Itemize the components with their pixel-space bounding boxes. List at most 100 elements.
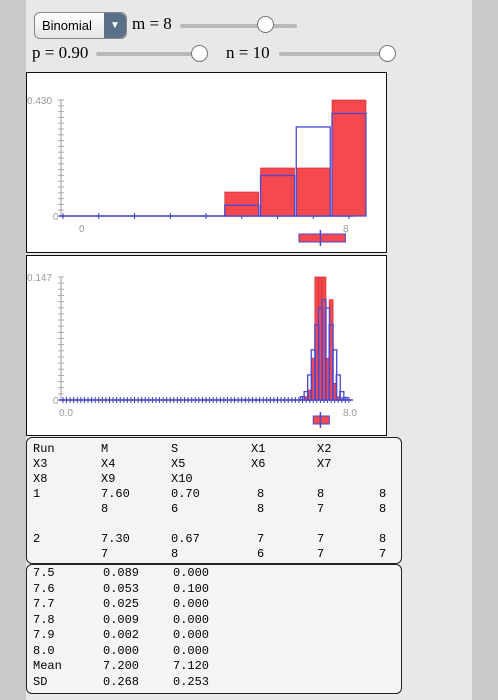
p-slider-knob[interactable] [191, 45, 208, 62]
runs-table[interactable]: Run M S X1 X2 X3 X4 X5 X6 X7 X8 X9 X10 1 7.60 0.70 8 8 8 8 6… [26, 437, 402, 564]
outline-bar [331, 112, 367, 217]
runs-header-cell: X9 [101, 472, 116, 486]
runs-cell: 2 [33, 532, 41, 546]
runs-cell: 7 [101, 547, 109, 561]
runs-cell: 6 [171, 502, 179, 516]
runs-cell: 7.60 [101, 487, 130, 501]
y-tick-label-zero: 0 [53, 396, 59, 407]
runs-header-cell: S [171, 442, 179, 456]
x-tick-label-min: 0 [79, 224, 85, 235]
m-slider-track[interactable] [180, 24, 297, 28]
dist-cell: 0.000 [173, 628, 210, 642]
runs-cell: 8 [257, 562, 264, 563]
runs-cell: 0.88 [171, 562, 200, 563]
n-slider-track[interactable] [279, 52, 393, 56]
x-tick-label-min: 0.0 [59, 408, 73, 419]
dist-row-label: Mean [33, 659, 62, 673]
runs-cell: 8 [379, 487, 387, 501]
runs-cell: 7 [379, 547, 387, 561]
dist-cell: 0.000 [103, 643, 140, 658]
runs-cell: 8 [101, 502, 109, 516]
p-label: p = 0.90 [32, 43, 89, 62]
p-slider-track[interactable] [96, 52, 208, 56]
bar [295, 167, 331, 217]
runs-header-cell: X4 [101, 457, 116, 471]
dist-row-label: 7.5 [33, 566, 55, 580]
runs-header-cell: X10 [171, 472, 193, 486]
dist-row-label: 7.7 [33, 597, 55, 611]
dist-cell: 0.009 [103, 612, 140, 627]
outline-bar [224, 204, 260, 217]
dist-cell: 0.000 [173, 612, 210, 627]
runs-cell: 8 [317, 487, 325, 501]
distribution-select[interactable]: Binomial ▼ [34, 12, 127, 39]
dist-cell: 0.002 [103, 628, 140, 642]
dist-row-label: 7.9 [33, 628, 55, 642]
runs-cell: 0.70 [171, 487, 200, 501]
m-slider-knob[interactable] [257, 16, 274, 33]
sampling-chart-svg: 0.147 00.0 8.0 [27, 273, 357, 428]
chevron-down-icon[interactable]: ▼ [104, 13, 126, 38]
runs-cell: 7 [317, 547, 325, 561]
dist-row-label: SD [33, 674, 48, 689]
runs-cell: 8 [257, 502, 265, 516]
dist-cell: 0.025 [103, 597, 140, 611]
n-slider-knob[interactable] [379, 45, 396, 62]
dist-cell: 7.200 [103, 659, 140, 673]
x-tick-label-max: 8.0 [343, 408, 357, 419]
dist-cell: 0.000 [173, 643, 210, 658]
runs-cell: 3 [33, 562, 40, 563]
sampling-distribution-chart: 0.147 0 0.0 8.0 [26, 255, 387, 436]
population-chart-svg: 0.430 0 0 8 [27, 96, 367, 246]
outline-bar [342, 396, 349, 401]
distribution-select-label: Binomial [42, 18, 92, 33]
bar [224, 191, 260, 217]
population-distribution-chart: 0.430 0 0 8 [26, 72, 387, 253]
dist-cell: 0.089 [103, 566, 140, 580]
runs-header-cell: X1 [251, 442, 266, 456]
runs-cell: 7.30 [101, 532, 130, 546]
runs-cell: 8 [317, 562, 324, 563]
y-tick-label-max: 0.430 [27, 96, 52, 107]
runs-cell: 8 [257, 487, 265, 501]
runs-cell: 8 [379, 532, 387, 546]
runs-header-cell: X5 [171, 457, 186, 471]
y-tick-label-max: 0.147 [27, 273, 52, 284]
runs-cell: 8 [379, 502, 387, 516]
outline-bar [339, 390, 345, 401]
dist-cell: 0.268 [103, 674, 140, 689]
y-tick-label-zero: 0 [53, 212, 59, 223]
runs-cell: 0.67 [171, 532, 200, 546]
summary-box [312, 415, 330, 425]
x-tick-label-max: 8 [343, 224, 349, 235]
dist-cell: 0.000 [173, 597, 210, 611]
dist-row-label: 8.0 [33, 643, 55, 658]
dist-cell: 0.000 [173, 566, 210, 580]
dist-row-label: 7.6 [33, 581, 55, 596]
runs-header-cell: X3 [33, 457, 48, 471]
dist-row-label: 7.8 [33, 612, 55, 627]
runs-cell: 1 [33, 487, 41, 501]
n-label: n = 10 [226, 43, 270, 62]
runs-header-cell: X8 [33, 472, 48, 486]
runs-header-cell: X6 [251, 457, 266, 471]
dist-cell: 0.100 [173, 581, 210, 596]
runs-cell: 7 [379, 562, 386, 563]
bar [331, 99, 367, 217]
runs-cell: 7 [317, 532, 325, 546]
dist-cell: 7.120 [173, 659, 210, 673]
dist-cell: 0.053 [103, 581, 140, 596]
outline-bar [335, 374, 341, 401]
distribution-table[interactable]: 7.5 0.089 0.000 7.6 0.053 0.100 7.7 0.025 0.000 7… [26, 564, 402, 694]
summary-box [298, 233, 346, 243]
runs-header-cell: X2 [317, 442, 332, 456]
runs-cell: 7 [257, 532, 265, 546]
runs-cell: 7 [317, 502, 325, 516]
dist-cell: 0.253 [173, 674, 210, 689]
runs-header-cell: X7 [317, 457, 332, 471]
outline-bar [295, 126, 331, 217]
runs-header-cell: M [101, 442, 109, 456]
runs-header-cell: Run [33, 442, 55, 456]
runs-cell: 8 [171, 547, 179, 561]
outline-bar [259, 174, 296, 217]
